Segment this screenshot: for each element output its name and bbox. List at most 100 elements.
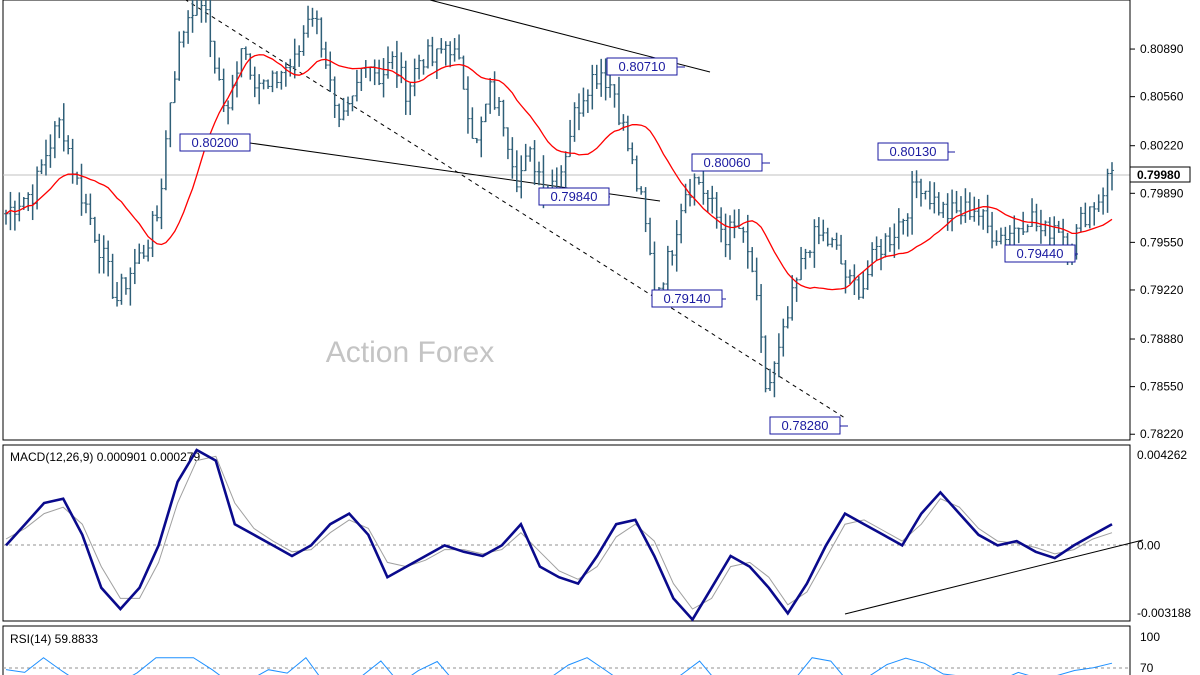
price-bar <box>648 217 653 256</box>
price-bar <box>856 276 861 300</box>
macd-title: MACD(12,26,9) 0.000901 0.000279 <box>10 450 200 464</box>
macd-main-line <box>5 448 1113 622</box>
price-bar <box>710 185 715 214</box>
price-bar <box>1003 226 1008 247</box>
price-bar <box>425 39 430 69</box>
price-bar <box>705 190 710 213</box>
price-bar <box>510 137 515 179</box>
price-bar <box>208 0 213 58</box>
price-bar <box>612 84 617 108</box>
price-bar <box>958 196 963 225</box>
price-bar <box>163 130 168 191</box>
price-bar <box>896 208 901 250</box>
price-bar <box>385 46 390 79</box>
price-bar <box>217 57 222 81</box>
price-bar <box>723 213 728 258</box>
svg-text:0.79140: 0.79140 <box>664 291 711 306</box>
price-bar <box>408 83 413 116</box>
price-bar <box>1047 217 1052 249</box>
price-bar <box>883 233 888 258</box>
price-bar <box>110 253 115 299</box>
price-bar <box>177 31 182 81</box>
macd-tick-label: -0.003188 <box>1137 606 1191 620</box>
price-bar <box>785 306 790 329</box>
price-bar <box>834 232 839 250</box>
price-bar <box>519 155 524 199</box>
price-tick-label: 0.78550 <box>1140 380 1184 394</box>
price-bar <box>963 188 968 223</box>
price-bar <box>101 235 106 274</box>
price-bar <box>48 134 53 168</box>
price-bar <box>439 38 444 54</box>
price-tick-label: 0.79550 <box>1140 235 1184 249</box>
price-bar <box>581 87 586 117</box>
price-bar <box>590 64 595 110</box>
macd-panel: MACD(12,26,9) 0.000901 0.000279 0.004262… <box>2 444 1191 622</box>
price-bar <box>825 227 830 247</box>
price-bar <box>732 209 737 239</box>
price-bar <box>470 107 475 139</box>
price-annotation: 0.80130 <box>877 142 955 161</box>
price-bar <box>839 234 844 265</box>
price-bar <box>1025 224 1030 233</box>
price-bar <box>763 335 768 393</box>
price-bar <box>474 137 479 144</box>
macd-divergence-trendline <box>844 539 1144 615</box>
price-bar <box>332 76 337 118</box>
price-bar <box>701 171 706 205</box>
price-bar <box>323 41 328 69</box>
watermark: Action Forex <box>326 336 494 369</box>
price-bar <box>479 116 484 158</box>
macd-axis: 0.004262 0.00 -0.003188 <box>1137 448 1191 620</box>
price-bar <box>537 161 542 186</box>
price-bar <box>306 5 311 38</box>
price-bar <box>910 170 915 235</box>
current-price-text: 0.79980 <box>1137 168 1181 182</box>
price-tick-label: 0.80560 <box>1140 90 1184 104</box>
price-annotation: 0.79140 <box>651 289 726 308</box>
price-bar <box>781 318 786 357</box>
price-bar <box>1087 206 1092 229</box>
price-bar <box>488 77 493 114</box>
macd-tick-label: 0.004262 <box>1137 448 1187 462</box>
price-bar <box>799 246 804 281</box>
price-bar <box>119 273 124 305</box>
price-bar <box>194 0 198 16</box>
price-bar <box>865 260 870 290</box>
price-annotation: 0.79840 <box>538 187 610 206</box>
price-bar <box>52 121 57 159</box>
price-bar <box>1083 202 1088 228</box>
price-bar <box>310 7 315 27</box>
price-bar <box>998 227 1003 245</box>
trendline-descending-dashed <box>184 0 846 419</box>
price-bar <box>43 139 48 176</box>
price-bar <box>1056 220 1061 233</box>
price-bar <box>212 40 217 74</box>
price-bar <box>887 227 892 252</box>
price-panel: 0.80890 0.80560 0.80220 0.79890 0.79550 0.792… <box>2 0 1191 441</box>
price-bar <box>674 220 679 272</box>
price-bar <box>941 201 946 218</box>
price-bar <box>985 194 990 234</box>
price-annotation: 0.79440 <box>1004 244 1078 263</box>
svg-text:0.80060: 0.80060 <box>704 155 751 170</box>
price-bar <box>115 282 120 307</box>
price-bar <box>665 245 670 293</box>
price-bar <box>670 250 675 266</box>
price-bar <box>905 213 910 237</box>
rsi-title: RSI(14) 59.8833 <box>10 632 98 646</box>
price-bar <box>803 248 808 270</box>
price-bar <box>57 117 62 139</box>
price-bar <box>314 10 319 35</box>
price-bar <box>155 205 160 222</box>
price-bar <box>337 103 342 128</box>
price-bar <box>17 192 22 222</box>
price-bar <box>128 267 133 306</box>
price-bar <box>452 38 457 62</box>
price-bar <box>870 242 875 277</box>
price-bar <box>523 143 528 172</box>
price-bar <box>927 181 932 210</box>
price-bar <box>190 0 195 33</box>
price-bar <box>1043 220 1048 237</box>
